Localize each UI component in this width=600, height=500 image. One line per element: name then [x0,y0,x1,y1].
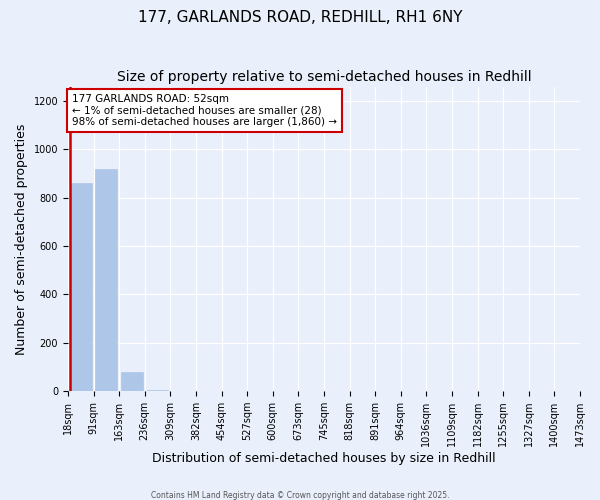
Bar [146,390,169,391]
Text: Contains HM Land Registry data © Crown copyright and database right 2025.: Contains HM Land Registry data © Crown c… [151,490,449,500]
Bar [121,372,143,391]
Title: Size of property relative to semi-detached houses in Redhill: Size of property relative to semi-detach… [116,70,531,84]
Bar [70,183,92,391]
Bar [95,168,117,391]
X-axis label: Distribution of semi-detached houses by size in Redhill: Distribution of semi-detached houses by … [152,452,496,465]
Text: 177, GARLANDS ROAD, REDHILL, RH1 6NY: 177, GARLANDS ROAD, REDHILL, RH1 6NY [138,10,462,25]
Text: 177 GARLANDS ROAD: 52sqm
← 1% of semi-detached houses are smaller (28)
98% of se: 177 GARLANDS ROAD: 52sqm ← 1% of semi-de… [72,94,337,127]
Y-axis label: Number of semi-detached properties: Number of semi-detached properties [15,123,28,354]
